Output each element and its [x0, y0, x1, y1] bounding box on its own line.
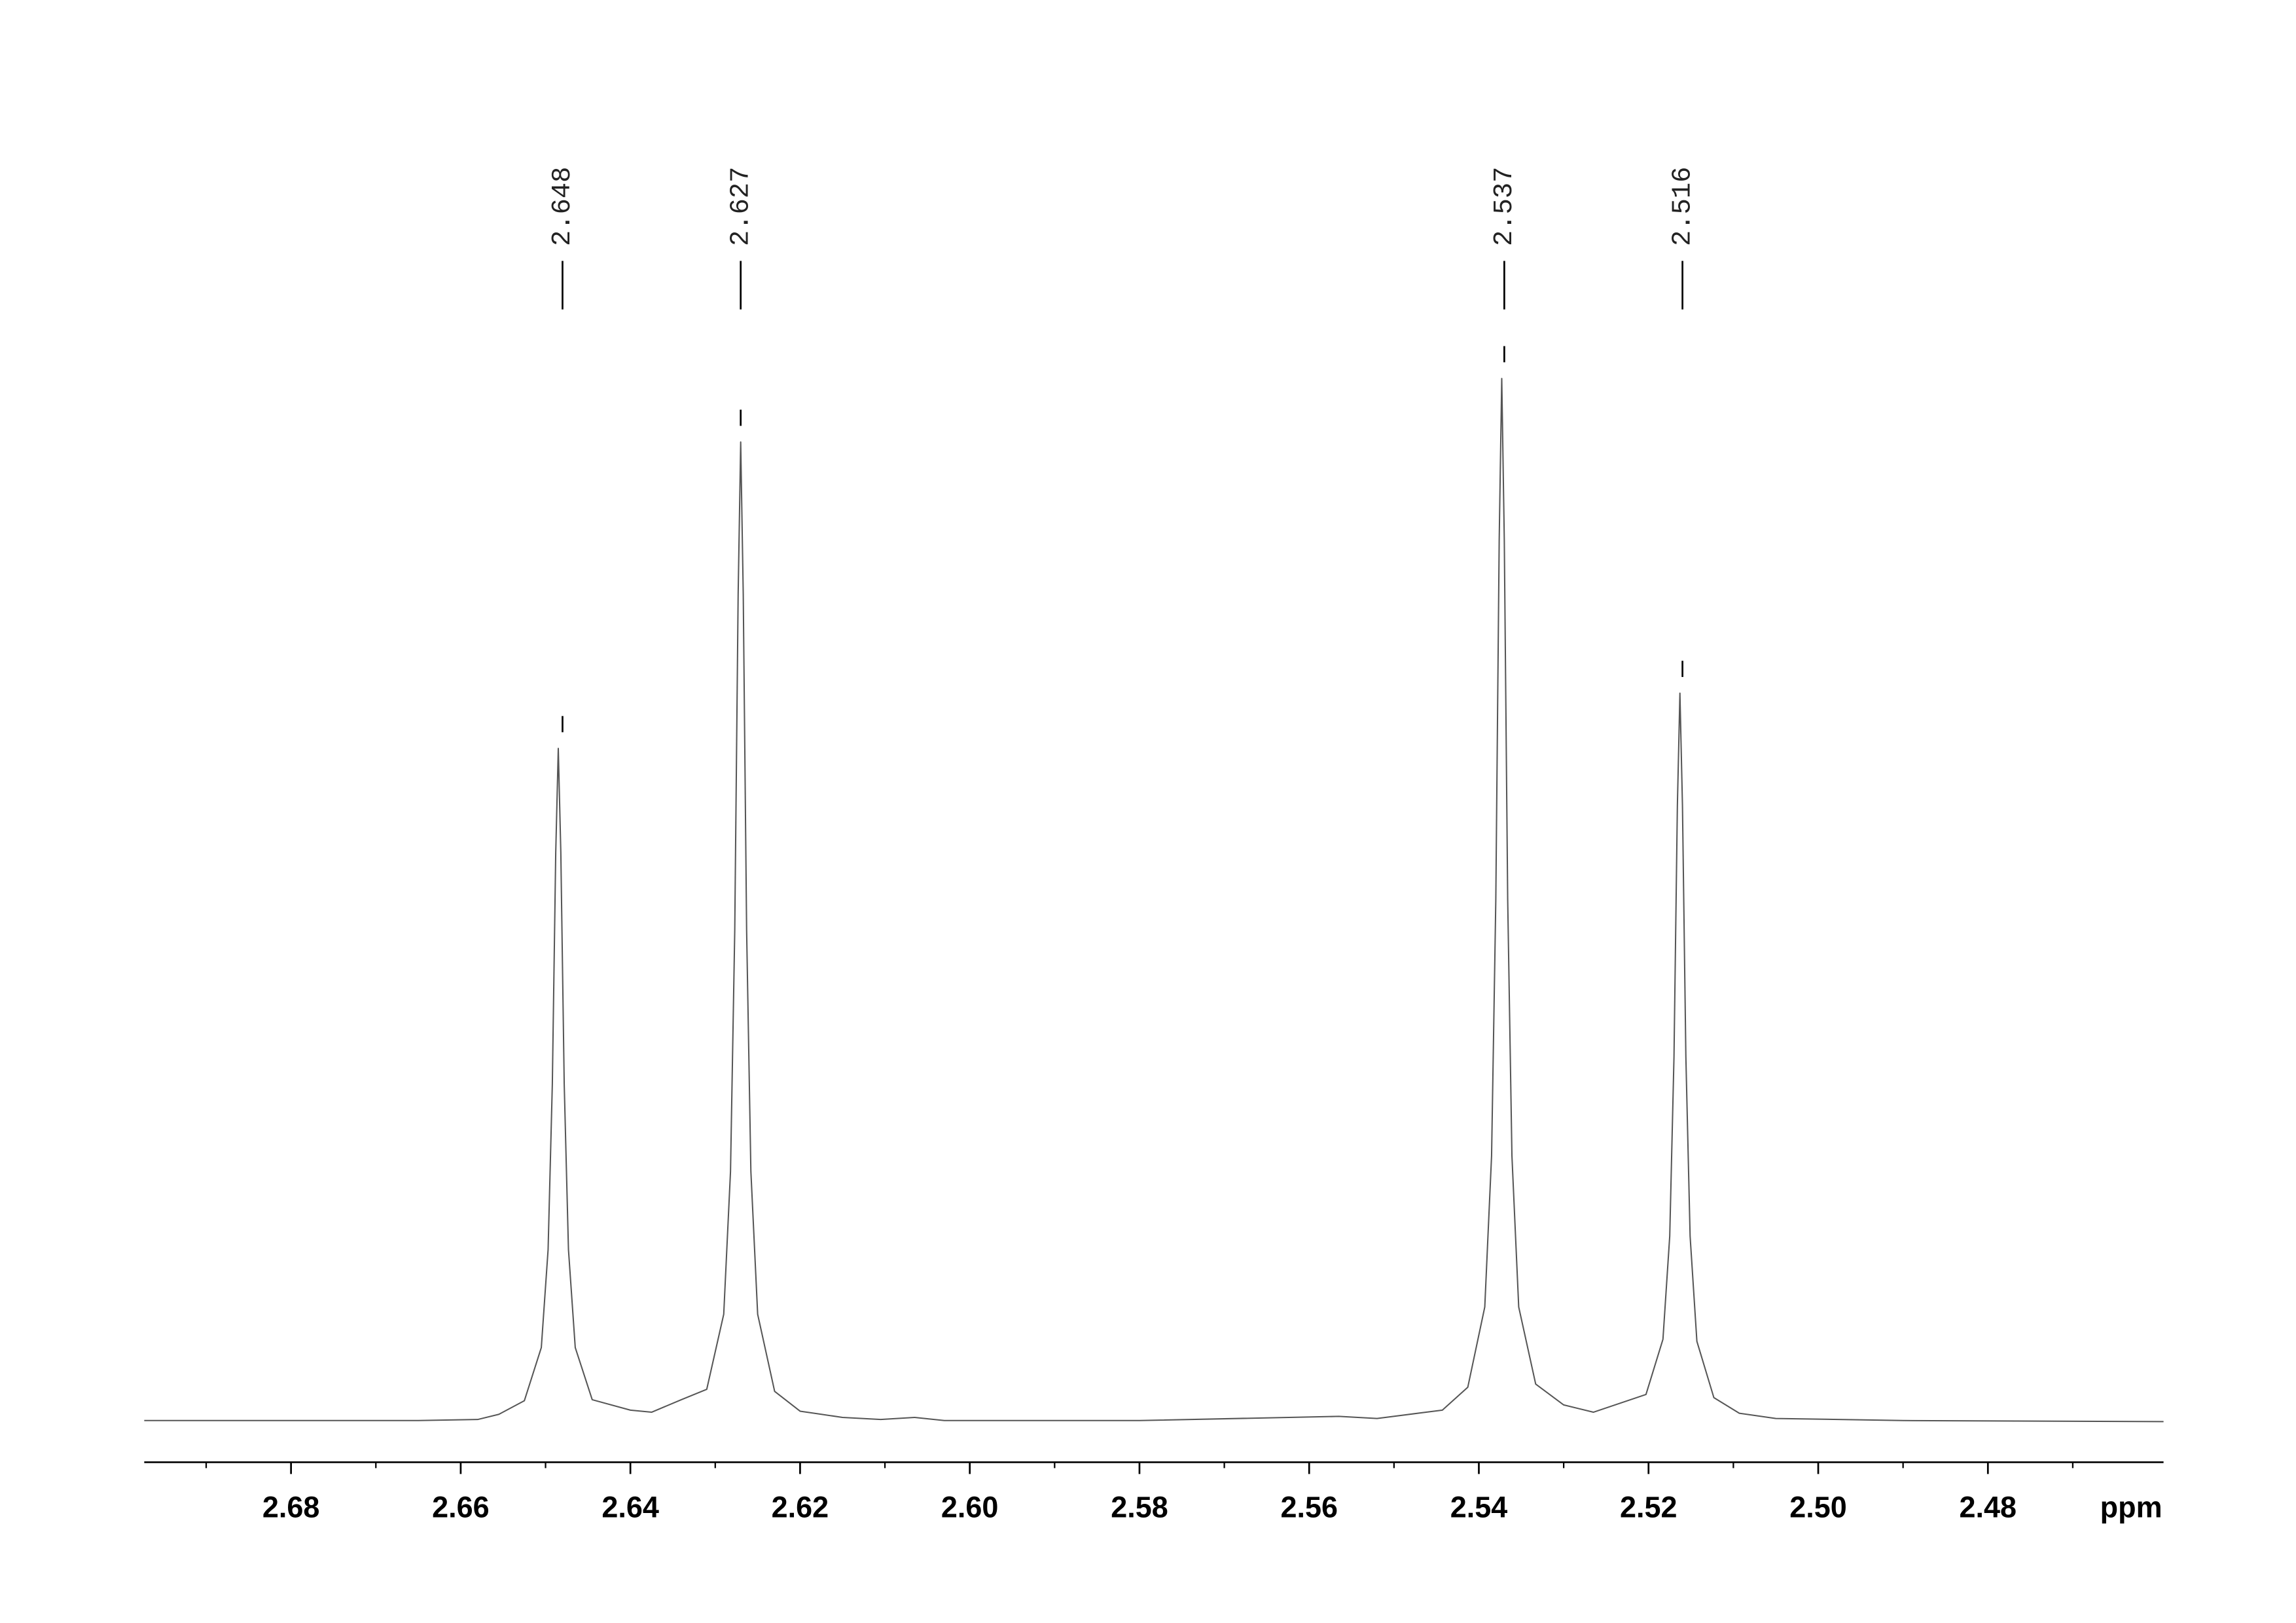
- x-tick-label: 2.56: [1280, 1490, 1338, 1523]
- x-axis-label: ppm: [2100, 1490, 2162, 1523]
- x-tick-label: 2.50: [1789, 1490, 1847, 1523]
- x-tick-label: 2.54: [1450, 1490, 1508, 1523]
- x-tick-label: 2.48: [1960, 1490, 2017, 1523]
- spectrum-line: [144, 378, 2164, 1423]
- peak-label: 2.537: [1490, 167, 1520, 246]
- x-tick-label: 2.62: [772, 1490, 829, 1523]
- peak-label: 2.648: [548, 167, 578, 246]
- x-tick-label: 2.60: [941, 1490, 999, 1523]
- x-tick-label: 2.58: [1111, 1490, 1168, 1523]
- x-tick-label: 2.52: [1620, 1490, 1677, 1523]
- x-tick-label: 2.68: [262, 1490, 320, 1523]
- x-tick-label: 2.66: [432, 1490, 490, 1523]
- peak-label: 2.627: [726, 167, 756, 246]
- peak-label: 2.516: [1668, 167, 1698, 246]
- x-tick-label: 2.64: [601, 1490, 659, 1523]
